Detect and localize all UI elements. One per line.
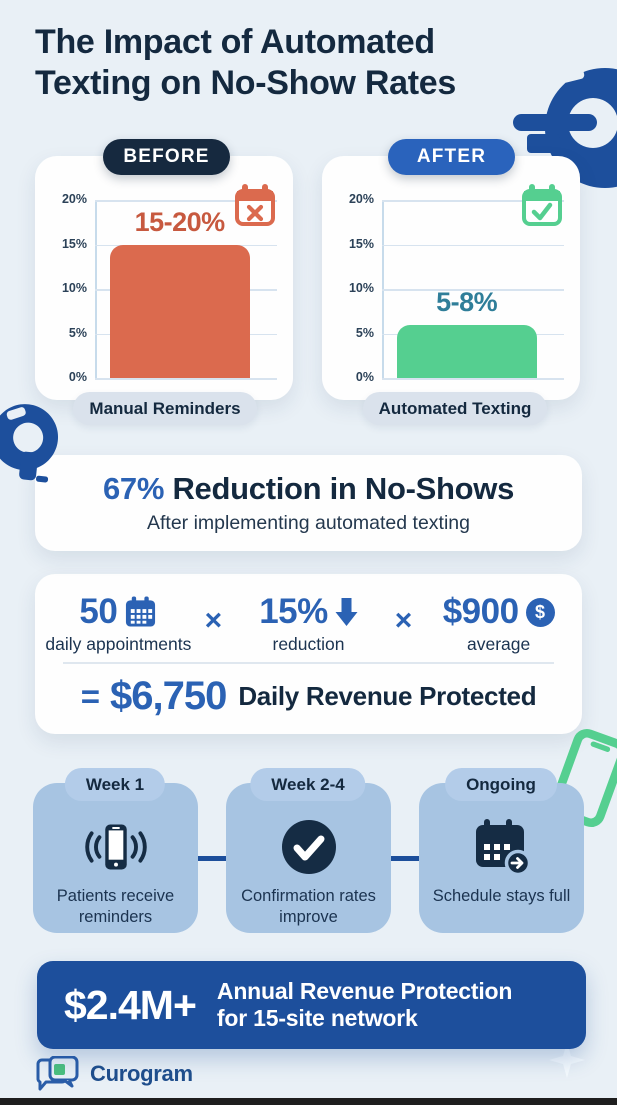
timeline-label-week1: Week 1 — [64, 768, 166, 801]
gridline — [382, 378, 564, 380]
timeline-text: Patients receive reminders — [56, 887, 175, 926]
after-chart-card: 20% 15% 10% 5% 0% 5-8% — [322, 156, 580, 400]
brand-name: Curogram — [90, 1061, 193, 1086]
y-tick: 20% — [348, 192, 374, 206]
reduction-stat: 67% — [102, 471, 165, 506]
reduction-card: 67% Reduction in No-Shows After implemen… — [35, 455, 582, 551]
after-chart-plot: 5-8% — [382, 200, 564, 380]
factor-label: reduction — [272, 634, 345, 654]
check-circle-icon — [281, 819, 337, 875]
reduction-subtext: After implementing automated texting — [146, 512, 470, 534]
dollar-circle-icon: $ — [525, 597, 555, 627]
y-tick: 15% — [348, 237, 374, 251]
timeline-text: Confirmation rates improve — [241, 887, 376, 926]
calendar-forward-icon — [472, 819, 532, 875]
formula-result: = $6,750 Daily Revenue Protected — [35, 674, 582, 719]
bottom-bar — [0, 1098, 617, 1105]
after-bar-label: 5-8% — [436, 286, 498, 317]
down-arrow-icon — [335, 597, 358, 626]
banner-text-line1: Annual Revenue Protection — [216, 978, 513, 1004]
y-tick: 0% — [68, 370, 87, 384]
factor-label: daily appointments — [45, 634, 192, 654]
timeline-connector — [390, 856, 420, 861]
before-chart-plot: 15-20% — [95, 200, 277, 380]
factor-label: average — [467, 634, 531, 654]
timeline-label-ongoing: Ongoing — [445, 768, 557, 801]
revenue-banner: $2.4M+ Annual Revenue Protection for 15-… — [37, 961, 586, 1049]
gridline — [95, 378, 277, 380]
reduction-headline: 67% Reduction in No-Shows — [103, 471, 514, 507]
factor-value: $900 — [442, 592, 519, 631]
calendar-icon — [126, 596, 156, 627]
gridline — [382, 200, 564, 202]
formula-card: 50 daily appointments × — [35, 574, 582, 734]
timeline-connector — [197, 856, 227, 861]
before-bar — [109, 244, 250, 378]
y-tick: 0% — [355, 370, 374, 384]
phone-vibrate-icon — [75, 819, 157, 875]
calendar-x-icon — [235, 184, 275, 226]
timeline-label-week2-4: Week 2-4 — [250, 768, 366, 801]
banner-stat: $2.4M+ — [64, 981, 197, 1028]
y-tick: 10% — [348, 281, 374, 295]
formula-divider — [63, 662, 554, 664]
y-tick: 5% — [355, 326, 374, 340]
timeline-text: Schedule stays full — [432, 887, 571, 905]
gridline — [382, 289, 564, 291]
gridline — [95, 200, 277, 202]
reduction-headline-text: Reduction in No-Shows — [172, 471, 515, 506]
calendar-check-icon — [522, 184, 562, 226]
result-label: Daily Revenue Protected — [238, 681, 537, 711]
y-tick: 15% — [61, 237, 87, 251]
curogram-logo-icon — [36, 1056, 79, 1091]
multiply-sign: × — [394, 604, 413, 637]
before-category-pill: Manual Reminders — [73, 392, 257, 425]
factor-value: 50 — [79, 592, 118, 631]
banner-text-line2: for 15-site network — [216, 1005, 418, 1031]
timeline-card-week2-4: Confirmation rates improve — [226, 783, 391, 933]
before-badge: BEFORE — [103, 139, 230, 175]
factor-appointments: 50 daily appointments — [39, 592, 198, 655]
after-badge: AFTER — [388, 139, 515, 175]
multiply-sign: × — [204, 604, 223, 637]
formula-factors-row: 50 daily appointments × — [39, 592, 578, 655]
footer: Curogram — [35, 1056, 193, 1092]
timeline-card-ongoing: Schedule stays full — [419, 783, 584, 933]
before-bar-label: 15-20% — [134, 206, 226, 237]
before-chart-card: 20% 15% 10% 5% 0% 15-20% — [35, 156, 293, 400]
mri-scanner-small-icon — [0, 404, 59, 483]
timeline-card-week1: Patients receive reminders — [33, 783, 198, 933]
after-category-pill: Automated Texting — [363, 392, 547, 425]
factor-reduction: 15% reduction — [229, 592, 388, 655]
factor-average: $900 $ average — [419, 592, 578, 655]
banner-text: Annual Revenue Protection for 15-site ne… — [196, 978, 513, 1032]
after-bar — [396, 324, 537, 378]
page-title: The Impact of Automated Texting on No-Sh… — [35, 23, 456, 103]
y-tick: 5% — [68, 326, 87, 340]
result-value: $6,750 — [109, 674, 227, 718]
factor-value: 15% — [259, 592, 328, 631]
equals-sign: = — [80, 677, 100, 715]
y-tick: 10% — [61, 281, 87, 295]
gridline — [382, 244, 564, 246]
y-tick: 20% — [61, 192, 87, 206]
